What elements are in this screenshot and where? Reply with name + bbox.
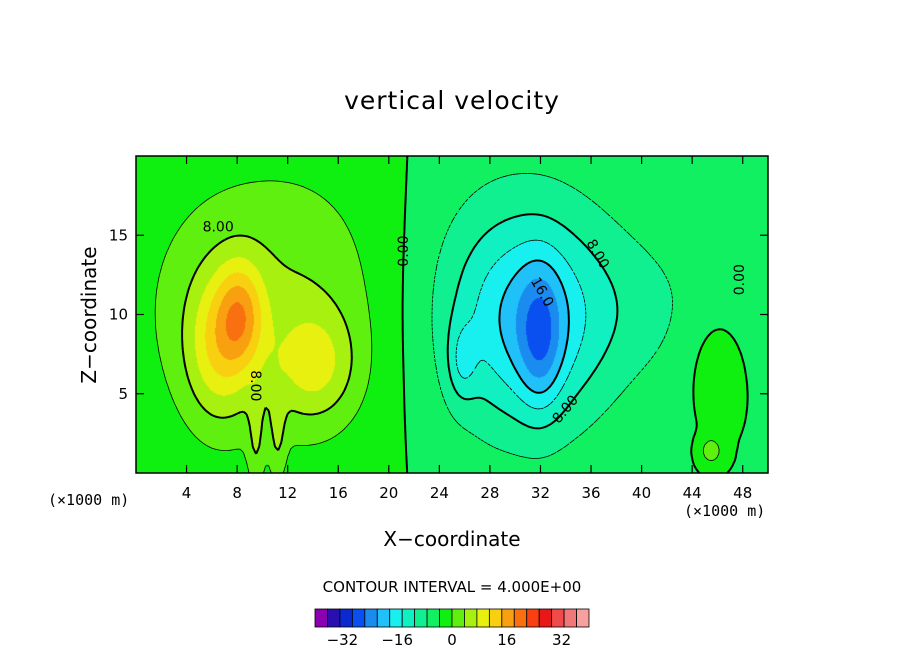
colorbar-swatch [314, 608, 328, 628]
colorbar-swatch [576, 608, 590, 628]
colorbar-swatch [327, 608, 341, 628]
colorbar-swatch [414, 608, 428, 628]
x-tick-label: 36 [581, 484, 600, 502]
contour-line-neg8 [446, 213, 619, 430]
colorbar-swatch [364, 608, 378, 628]
colorbar-swatch [526, 608, 540, 628]
contour-label: 0.00 [396, 236, 412, 267]
contour-line-neg16 [498, 259, 570, 394]
chart-title: vertical velocity [344, 86, 560, 115]
x-tick-label: 44 [683, 484, 702, 502]
x-tick-label: 12 [278, 484, 297, 502]
colorbar-tick-label: −16 [381, 631, 413, 649]
contour-line-neg12 [455, 239, 587, 410]
colorbar-swatch [439, 608, 453, 628]
x-tick-label: 40 [632, 484, 651, 502]
colorbar-swatch [513, 608, 528, 628]
colorbar-swatch [426, 608, 440, 628]
colorbar-swatch [488, 608, 503, 628]
colorbar-swatch [401, 608, 416, 628]
contour-line-neg4 [431, 173, 673, 459]
contour-label: 8.00 [203, 219, 234, 235]
x-tick-label: 4 [182, 484, 192, 502]
y-axis-label: Z−coordinate [77, 246, 101, 383]
colorbar-swatch [476, 608, 490, 628]
colorbar-tick-label: 0 [447, 631, 457, 649]
x-tick-label: 20 [379, 484, 398, 502]
colorbar-tick-label: 16 [497, 631, 516, 649]
contour-label: 8.00 [247, 370, 263, 401]
colorbar-swatch [538, 608, 553, 628]
colorbar-swatch [563, 608, 577, 628]
x-tick-label: 8 [232, 484, 242, 502]
x-axis-label: X−coordinate [383, 527, 520, 551]
y-tick-label: 5 [118, 385, 128, 403]
contour-label: 0.00 [732, 264, 748, 295]
x-tick-label: 32 [531, 484, 550, 502]
colorbar-swatch [389, 608, 403, 628]
colorbar-tick-label: 32 [552, 631, 571, 649]
contour-interval-text: CONTOUR INTERVAL = 4.000E+00 [323, 578, 582, 596]
colorbar-tick-label: −32 [327, 631, 359, 649]
colorbar: −32 −16 0 16 32 [314, 608, 590, 649]
contour-lines [154, 155, 749, 474]
x-tick-label: 16 [329, 484, 348, 502]
colorbar-swatch [339, 608, 353, 628]
x-tick-label: 48 [733, 484, 752, 502]
colorbar-swatch [376, 608, 391, 628]
x-tick-label: 28 [480, 484, 499, 502]
colorbar-swatch [551, 608, 565, 628]
y-tick-label: 10 [109, 306, 128, 324]
colorbar-swatch [351, 608, 366, 628]
y-tick-label: 15 [109, 226, 128, 244]
x-axis-unit: (×1000 m) [684, 502, 765, 520]
colorbar-swatch [451, 608, 465, 628]
contour-line-4 [154, 180, 720, 474]
contour-line-0 [401, 155, 749, 474]
colorbar-swatch [501, 608, 515, 628]
y-axis-unit: (×1000 m) [48, 491, 129, 509]
x-tick-label: 24 [430, 484, 449, 502]
contour-line-8 [181, 234, 353, 455]
colorbar-swatch [464, 608, 478, 628]
